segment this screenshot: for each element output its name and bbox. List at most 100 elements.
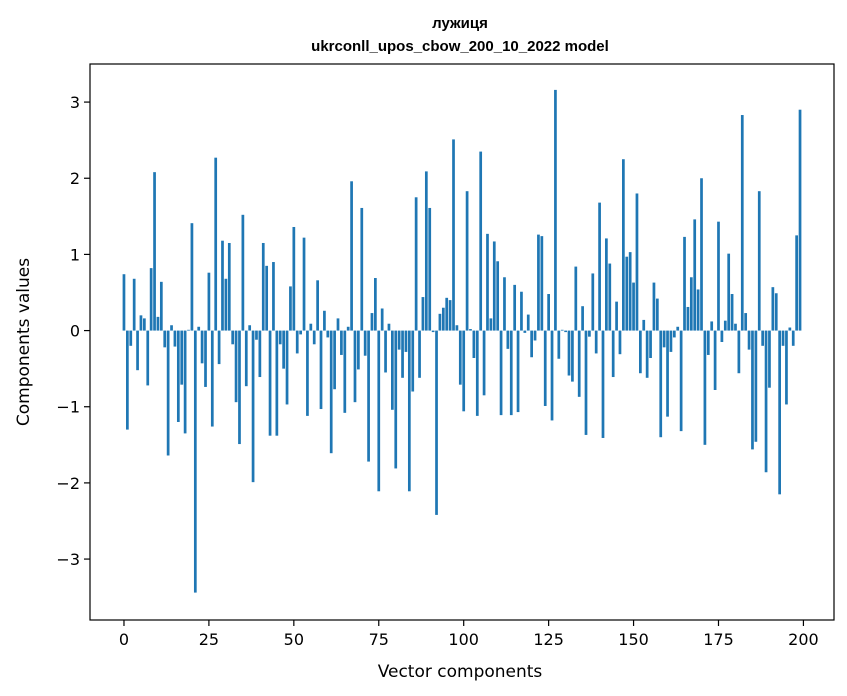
bar-18 [183,330,187,434]
bar-177 [723,320,727,331]
y-tick-label: 2 [70,169,80,188]
x-tick-label: 175 [703,630,734,649]
bar-66 [346,326,350,331]
chart-title: лужиця [432,15,488,32]
bar-130 [564,330,567,333]
bar-149 [628,252,632,331]
bar-171 [703,330,707,445]
bar-24 [204,330,207,387]
bar-54 [306,330,309,416]
bar-23 [200,330,204,364]
y-tick-label: 0 [70,322,80,341]
bar-133 [574,266,578,331]
bar-186 [754,330,758,442]
bar-158 [659,330,663,438]
bar-166 [686,306,690,331]
bar-36 [244,330,248,387]
bar-170 [700,178,703,331]
bar-4 [136,330,139,371]
bar-109 [492,241,496,331]
bar-34 [238,330,241,445]
bar-157 [655,298,659,331]
bar-198 [795,235,798,331]
bar-2 [129,330,133,346]
bar-94 [441,307,445,331]
bar-144 [611,330,615,378]
bar-17 [180,330,184,385]
bar-35 [241,214,245,331]
bar-167 [689,277,693,331]
bar-57 [316,280,319,331]
bar-189 [764,330,768,473]
bar-113 [506,330,510,349]
bar-1 [126,330,129,430]
bar-16 [176,330,180,422]
bar-118 [523,330,527,333]
bar-148 [625,256,629,331]
bar-193 [778,330,781,495]
bar-126 [550,330,554,421]
bar-68 [353,330,357,403]
bar-104 [475,330,479,416]
bar-93 [438,313,442,331]
bar-69 [357,330,360,370]
bar-41 [261,242,265,331]
bar-53 [302,237,306,331]
bar-70 [360,207,364,331]
bar-191 [771,287,775,331]
bar-111 [499,330,503,416]
bar-76 [380,308,384,331]
bar-5 [139,315,143,331]
bar-105 [479,151,483,331]
bar-190 [768,330,771,388]
bar-22 [197,326,201,331]
bar-196 [788,327,792,331]
bar-146 [618,330,622,355]
bar-28 [217,330,221,365]
bar-29 [221,240,224,331]
bar-52 [299,330,302,335]
bar-44 [272,262,275,331]
bar-63 [336,318,340,331]
bar-141 [601,330,605,438]
bar-98 [455,325,459,331]
bar-161 [669,330,673,352]
x-axis-ticks: 0 25 50 75 100 125 150 175 200 [119,620,819,649]
bar-124 [543,330,547,406]
bar-47 [282,330,285,369]
bar-77 [384,330,387,373]
bar-182 [740,115,744,331]
bar-79 [391,330,394,410]
bar-0 [122,274,126,331]
bar-179 [730,294,734,331]
bar-100 [462,330,466,412]
bar-135 [581,306,584,331]
bar-40 [258,330,262,378]
bar-138 [591,273,595,331]
x-tick-label: 100 [448,630,479,649]
bar-173 [710,321,714,331]
bar-39 [255,330,258,340]
x-tick-label: 25 [199,630,219,649]
bar-156 [652,282,656,331]
bar-139 [594,330,598,354]
bar-13 [166,330,170,456]
bar-195 [785,330,788,405]
bar-168 [693,219,697,331]
x-tick-label: 0 [119,630,129,649]
bar-80 [394,330,398,469]
bar-175 [717,221,720,331]
bar-129 [560,329,564,331]
bar-183 [744,313,748,331]
bar-150 [632,282,635,331]
bar-32 [231,330,235,345]
bar-67 [350,181,353,331]
bar-82 [401,330,404,378]
bar-37 [248,325,252,331]
bar-92 [435,330,438,515]
bar-88 [421,297,425,331]
bar-21 [193,330,197,593]
bar-65 [343,330,347,413]
bar-131 [567,330,571,376]
bar-125 [547,294,550,331]
